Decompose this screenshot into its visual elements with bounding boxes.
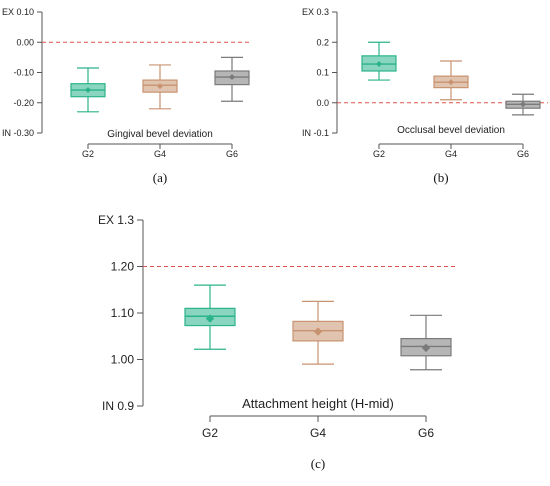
box-g6 [505,93,541,116]
x-axis-label-background [239,395,397,412]
mean-marker [421,343,431,353]
x-axis-label: Attachment height (H-mid) [242,396,394,411]
box-g2 [361,41,397,81]
y-tick-label: 0.0 [316,98,329,108]
panel-b: EX 0.3 0.2 0.1 0.0 IN -0.1 Occlusal bevel dev… [302,7,548,185]
box-g6 [400,314,452,371]
x-axis-label: Gingival bevel deviation [107,129,213,140]
y-tick-label: IN -0.1 [302,128,329,138]
y-tick-label: EX 0.10 [2,7,34,17]
y-tick-label: 1.00 [111,353,135,367]
box-g6 [214,56,250,102]
y-tick-label: 0.2 [316,37,329,47]
x-tick-label: G6 [517,149,529,159]
x-tick-label: G4 [310,426,326,440]
y-tick-label: 0.1 [316,68,329,78]
mean-marker [157,83,163,90]
x-axis-label-background [104,128,216,141]
box-g4 [292,300,344,365]
mean-marker [205,314,215,323]
box-g2 [184,284,236,350]
panel-c: EX 1.3 1.20 1.10 1.00 IN 0.9 Attachment heigh… [98,213,455,471]
panel-label: (a) [153,170,167,185]
x-tick-label: G6 [418,426,434,440]
y-tick-label: 0.00 [16,37,34,47]
x-axis-label: Occlusal bevel deviation [397,125,505,136]
y-tick-label: 1.20 [111,260,135,274]
y-tick-label: IN -0.30 [2,128,34,138]
x-axis-label-background [394,124,508,137]
panel-a: EX 0.10 0.00 -0.10 -0.20 IN -0.30 Gingival be… [2,7,252,185]
y-tick-label: 1.10 [111,306,135,320]
x-tick-label: G2 [373,149,385,159]
x-tick-label: G4 [445,149,457,159]
y-tick-label: -0.20 [13,98,34,108]
x-tick-label: G2 [202,426,218,440]
mean-marker [376,61,382,68]
mean-marker [229,74,235,81]
panel-label: (c) [311,456,325,471]
mean-marker [85,87,91,94]
y-tick-label: IN 0.9 [102,399,134,413]
y-tick-label: -0.10 [13,68,34,78]
y-tick-label: EX 1.3 [98,213,134,227]
box-g4 [142,64,178,110]
mean-marker [448,79,454,86]
box-g4 [433,60,469,101]
x-tick-label: G2 [82,149,94,159]
panel-label: (b) [433,170,448,185]
x-tick-label: G4 [154,149,166,159]
mean-marker [520,101,526,108]
mean-marker [313,327,323,336]
y-tick-label: EX 0.3 [302,7,329,17]
x-tick-label: G6 [226,149,238,159]
box-g2 [70,67,106,113]
